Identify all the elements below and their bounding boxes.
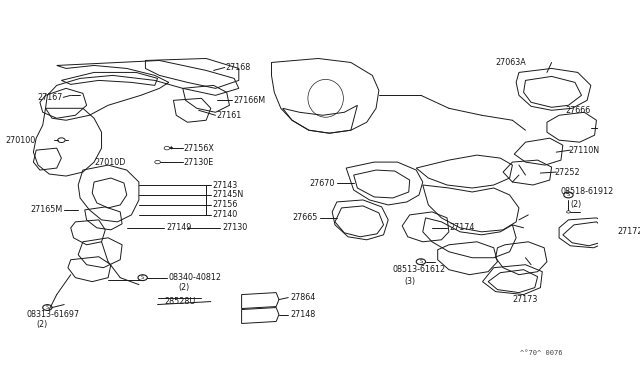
Text: 27167: 27167 (37, 93, 62, 102)
Text: 08313-61697: 08313-61697 (27, 310, 80, 319)
Text: 08518-61912: 08518-61912 (561, 187, 614, 196)
Text: 27665: 27665 (293, 214, 318, 222)
Text: 27110N: 27110N (568, 145, 600, 155)
Text: 27252: 27252 (554, 167, 580, 177)
Text: 27063A: 27063A (495, 58, 526, 67)
Text: 27165M: 27165M (30, 205, 62, 214)
Text: 27130E: 27130E (184, 158, 214, 167)
Text: (2): (2) (570, 201, 582, 209)
Text: 28528U: 28528U (164, 297, 195, 306)
Text: 27145N: 27145N (212, 190, 244, 199)
Text: 27173: 27173 (513, 295, 538, 304)
Text: 27166M: 27166M (233, 96, 266, 105)
Text: 27670: 27670 (310, 179, 335, 187)
Text: (3): (3) (404, 277, 415, 286)
Text: 27864: 27864 (290, 293, 316, 302)
Text: 27156X: 27156X (184, 144, 214, 153)
Text: 27174: 27174 (449, 223, 474, 232)
Text: ^°70^ 0076: ^°70^ 0076 (520, 350, 563, 356)
Text: 08513-61612: 08513-61612 (393, 265, 446, 274)
Text: (2): (2) (178, 283, 189, 292)
Text: S: S (141, 275, 144, 280)
Text: 27149: 27149 (166, 223, 191, 232)
Text: (2): (2) (36, 320, 47, 329)
Text: 27010D: 27010D (94, 158, 125, 167)
Text: 27143: 27143 (212, 180, 238, 189)
Text: 27148: 27148 (290, 310, 316, 319)
Text: 270100: 270100 (5, 136, 36, 145)
Text: S: S (419, 259, 422, 264)
Text: S: S (567, 192, 570, 198)
Text: 27172: 27172 (617, 227, 640, 236)
Text: ✦: ✦ (169, 146, 173, 151)
Text: 27140: 27140 (212, 211, 238, 219)
Text: S: S (46, 305, 49, 310)
Text: 27161: 27161 (216, 111, 242, 120)
Text: 27130: 27130 (222, 223, 247, 232)
Text: 27156: 27156 (212, 201, 238, 209)
Text: 27168: 27168 (226, 63, 251, 72)
Text: 27666: 27666 (566, 106, 591, 115)
Text: 08340-40812: 08340-40812 (169, 273, 222, 282)
